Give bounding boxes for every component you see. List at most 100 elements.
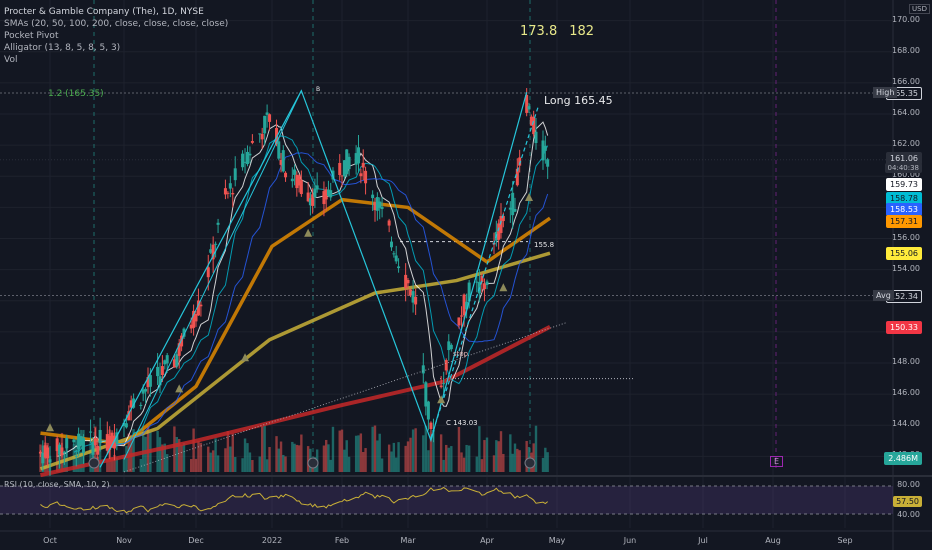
volume-bar <box>450 446 453 472</box>
volume-bar <box>39 444 42 472</box>
pocket-pivot-icon <box>437 395 446 404</box>
volume-bar <box>260 426 264 472</box>
long-entry-label: Long 165.45 <box>544 94 613 107</box>
volume-bar <box>511 453 514 472</box>
candle-body <box>108 435 112 450</box>
volume-bar <box>544 447 547 472</box>
volume-bar <box>293 443 296 472</box>
volume-bar <box>409 437 412 472</box>
candle-body <box>112 435 116 449</box>
candle-body <box>139 404 143 406</box>
dividend-icon <box>88 457 100 469</box>
candle-body <box>124 423 128 428</box>
volume-bar <box>447 447 450 472</box>
volume-bar <box>229 446 232 472</box>
candle-body <box>511 192 515 216</box>
volume-bar <box>442 459 445 472</box>
pocket-pivot-icon <box>46 423 54 432</box>
candle-body <box>122 422 126 426</box>
volume-bar <box>475 456 479 472</box>
candle-body <box>543 145 547 151</box>
volume-bar <box>243 438 247 472</box>
sma100-tag: 155.06 <box>886 247 922 261</box>
earnings-marker[interactable]: E <box>770 456 784 467</box>
pocket-pivot-icon <box>241 353 250 362</box>
candle-body <box>41 452 45 464</box>
candle-body <box>158 376 162 386</box>
candle-body <box>364 170 368 184</box>
volume-bar <box>216 455 220 472</box>
pocket-pivot-icon <box>525 192 533 201</box>
legend-pocket-pivot: Pocket Pivot <box>4 31 59 41</box>
candle-body <box>46 447 50 459</box>
candle-body <box>546 159 550 167</box>
candle-body <box>93 438 97 446</box>
volume-bar <box>306 446 310 472</box>
volume-bar <box>224 448 227 472</box>
grid <box>0 0 893 528</box>
candle-body <box>299 180 303 195</box>
candle-body <box>209 249 213 253</box>
volume-bar <box>258 456 261 472</box>
volume-bar <box>144 436 147 472</box>
candle-body <box>518 157 522 166</box>
candle-body <box>146 377 150 388</box>
candle-body <box>467 282 471 302</box>
candle-body <box>313 188 317 198</box>
price-tick: 156.00 <box>892 232 920 242</box>
candle-body <box>378 201 382 208</box>
candle-body <box>306 192 310 202</box>
volume-bar <box>265 459 269 472</box>
candle-body <box>357 147 360 164</box>
volume-bar <box>327 444 330 472</box>
price-tick: 148.00 <box>892 357 920 367</box>
chart-legend: Procter & Gamble Company (The), 1D, NYSE… <box>4 6 228 66</box>
candle-body <box>508 207 512 210</box>
volume-bar <box>295 444 299 472</box>
candle-body <box>525 94 529 113</box>
volume-bar <box>414 428 417 472</box>
candle-body <box>127 411 131 421</box>
candle-body <box>482 283 486 290</box>
volume-bar <box>502 453 505 472</box>
volume-bar <box>541 457 545 472</box>
volume-bar <box>300 434 303 472</box>
volume-bar <box>390 451 393 472</box>
volume-bar <box>427 450 430 472</box>
candle-body <box>144 388 148 392</box>
volume-bar <box>207 446 210 472</box>
target-value-2: 182 <box>569 24 595 39</box>
volume-bar <box>251 459 254 472</box>
volume-bar <box>132 429 135 472</box>
date-tick: Jul <box>698 536 708 545</box>
avg-tag-label: Avg <box>873 289 894 301</box>
currency-badge[interactable]: USD <box>909 4 930 14</box>
candle-body <box>263 115 267 134</box>
level-label: 155.8 <box>534 241 555 249</box>
volume-bar <box>525 440 528 472</box>
legend-vol: Vol <box>4 55 18 65</box>
candle-body <box>311 194 315 206</box>
volume-bar <box>387 444 391 472</box>
candle-body <box>189 324 193 329</box>
candle-body <box>260 133 264 140</box>
candle-body <box>527 106 531 110</box>
candle-body <box>91 441 95 455</box>
volume-bar <box>175 436 178 472</box>
target-value-1: 173.8 <box>520 24 558 39</box>
volume-bar <box>180 445 183 472</box>
candle-body <box>457 317 461 326</box>
rsi-tick-80: 80.00 <box>897 480 920 489</box>
candle-body <box>105 434 109 451</box>
date-tick: Jun <box>623 536 637 545</box>
candle-body <box>406 279 410 284</box>
candle-body <box>447 341 451 351</box>
candle-body <box>245 151 249 165</box>
volume-bar <box>395 457 398 472</box>
sma20-tag: 159.73 <box>886 177 922 191</box>
candle-body <box>156 366 160 377</box>
candle-body <box>315 185 319 190</box>
volume-bar <box>158 437 162 472</box>
date-tick: Oct <box>43 536 57 545</box>
